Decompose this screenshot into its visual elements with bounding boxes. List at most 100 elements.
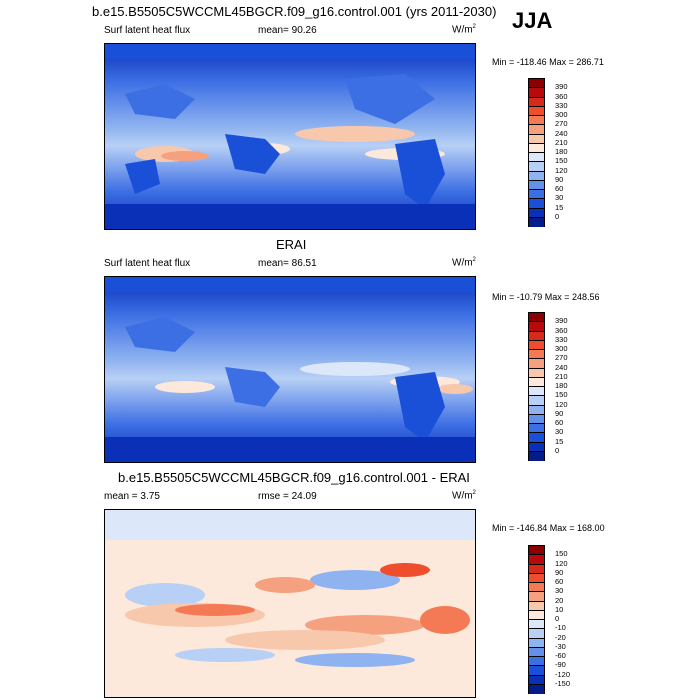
colorbar-swatch xyxy=(528,619,545,630)
colorbar-swatch xyxy=(528,96,545,107)
panel-3-map xyxy=(104,509,476,698)
panel-1-units: W/m2 xyxy=(452,24,476,36)
colorbar-swatch xyxy=(528,152,545,163)
colorbar-swatch xyxy=(528,170,545,181)
colorbar-swatch xyxy=(528,628,545,639)
colorbar-tick-label: 60 xyxy=(555,577,564,586)
colorbar-swatch xyxy=(528,674,545,685)
colorbar-swatch xyxy=(528,207,545,218)
panel-3-mean-label: mean = 3.75 xyxy=(104,491,160,502)
colorbar-swatch xyxy=(528,105,545,116)
colorbar-tick-label: 0 xyxy=(555,614,560,623)
colorbar-tick-label: 390 xyxy=(555,316,568,326)
colorbar-swatch xyxy=(528,312,545,323)
colorbar-swatch xyxy=(528,330,545,341)
colorbar-swatch xyxy=(528,124,545,135)
colorbar-tick-label: 210 xyxy=(555,137,568,147)
panel-2-map xyxy=(104,276,476,463)
colorbar-swatch xyxy=(528,432,545,443)
colorbar-swatch xyxy=(528,339,545,350)
colorbar-tick-label: -150 xyxy=(555,678,571,688)
colorbar-swatch xyxy=(528,78,545,89)
colorbar-swatch xyxy=(528,554,545,565)
colorbar-swatch xyxy=(528,423,545,434)
panel-3-minmax: Min = -146.84 Max = 168.00 xyxy=(492,523,605,533)
colorbar-tick-label: -30 xyxy=(555,641,566,651)
colorbar-tick-label: 15 xyxy=(555,436,564,446)
colorbar-tick-label: 30 xyxy=(555,427,564,437)
colorbar-tick-label: 330 xyxy=(555,334,568,344)
colorbar-tick-label: -10 xyxy=(555,623,566,633)
colorbar-swatch xyxy=(528,572,545,583)
colorbar-swatch xyxy=(528,404,545,415)
colorbar-tick-label: -20 xyxy=(555,632,566,642)
colorbar-tick-label: 150 xyxy=(555,549,568,559)
colorbar-tick-label: 180 xyxy=(555,381,568,390)
panel-1-map xyxy=(104,43,476,230)
panel-1-variable-label: Surf latent heat flux xyxy=(104,25,191,36)
panel-3-rmse-label: rmse = 24.09 xyxy=(258,491,317,502)
colorbar-tick-label: 360 xyxy=(555,325,568,335)
colorbar-swatch xyxy=(528,349,545,360)
colorbar-tick-label: -60 xyxy=(555,651,566,660)
colorbar-swatch xyxy=(528,683,545,694)
colorbar-tick-label: 180 xyxy=(555,147,568,156)
season-label: JJA xyxy=(512,8,553,33)
colorbar-tick-label: 390 xyxy=(555,82,568,92)
colorbar-tick-label: -90 xyxy=(555,660,566,670)
colorbar-swatch xyxy=(528,609,545,620)
colorbar-tick-label: 240 xyxy=(555,128,568,138)
colorbar-swatch xyxy=(528,637,545,648)
colorbar-tick-label: 0 xyxy=(555,445,560,455)
colorbar-tick-label: 300 xyxy=(555,110,568,119)
colorbar-swatch xyxy=(528,386,545,397)
colorbar-swatch xyxy=(528,142,545,153)
colorbar-tick-label: 120 xyxy=(555,558,568,568)
colorbar-swatch xyxy=(528,646,545,657)
colorbar-swatch xyxy=(528,591,545,602)
colorbar-tick-label: 270 xyxy=(555,119,568,129)
colorbar-swatch xyxy=(528,656,545,667)
colorbar-swatch xyxy=(528,161,545,172)
colorbar-tick-label: 20 xyxy=(555,595,564,605)
panel-1-minmax: Min = -118.46 Max = 286.71 xyxy=(492,57,604,67)
colorbar-swatch xyxy=(528,413,545,424)
colorbar-tick-label: 330 xyxy=(555,100,568,110)
panel-2-map-field xyxy=(105,277,475,462)
colorbar-tick-label: 10 xyxy=(555,604,564,614)
panel-2-colorbar: 390 360 330 300 270 240 210 180 150 120 90 60 30 15 0 xyxy=(528,312,588,461)
panel-2-minmax: Min = -10.79 Max = 248.56 xyxy=(492,292,600,302)
colorbar-swatch xyxy=(528,441,545,452)
panel-3-subtitle: b.e15.B5505C5WCCML45BGCR.f09_g16.control… xyxy=(118,470,470,485)
colorbar-swatch xyxy=(528,582,545,593)
colorbar-swatch xyxy=(528,395,545,406)
colorbar-swatch xyxy=(528,321,545,332)
colorbar-tick-label: 120 xyxy=(555,165,568,175)
colorbar-swatch xyxy=(528,115,545,126)
colorbar-tick-label: 90 xyxy=(555,567,564,577)
colorbar-tick-label: 60 xyxy=(555,184,564,193)
colorbar-swatch xyxy=(528,376,545,387)
colorbar-tick-label: 270 xyxy=(555,353,568,363)
panel-1-mean-label: mean= 90.26 xyxy=(258,25,317,36)
panel-2-variable-label: Surf latent heat flux xyxy=(104,258,191,269)
colorbar-tick-label: 150 xyxy=(555,156,568,166)
colorbar-tick-label: 240 xyxy=(555,362,568,372)
colorbar-tick-label: 30 xyxy=(555,193,564,203)
panel-1-colorbar: 390 360 330 300 270 240 210 180 150 120 90 60 30 15 0 xyxy=(528,78,588,227)
colorbar-swatch xyxy=(528,563,545,574)
panel-2-mean-label: mean= 86.51 xyxy=(258,258,317,269)
panel-3-units: W/m2 xyxy=(452,490,476,502)
colorbar-swatch xyxy=(528,545,545,556)
panel-1-map-field xyxy=(105,44,475,229)
colorbar-tick-label: 30 xyxy=(555,586,564,596)
colorbar-tick-label: 360 xyxy=(555,91,568,101)
panel-3-map-field xyxy=(105,510,475,697)
colorbar-tick-label: 210 xyxy=(555,371,568,381)
colorbar-swatch xyxy=(528,216,545,227)
colorbar-swatch xyxy=(528,600,545,611)
panel-2-subtitle: ERAI xyxy=(276,237,307,252)
colorbar-swatch xyxy=(528,133,545,144)
colorbar-swatch xyxy=(528,367,545,378)
page-title: b.e15.B5505C5WCCML45BGCR.f09_g16.control… xyxy=(92,4,497,19)
